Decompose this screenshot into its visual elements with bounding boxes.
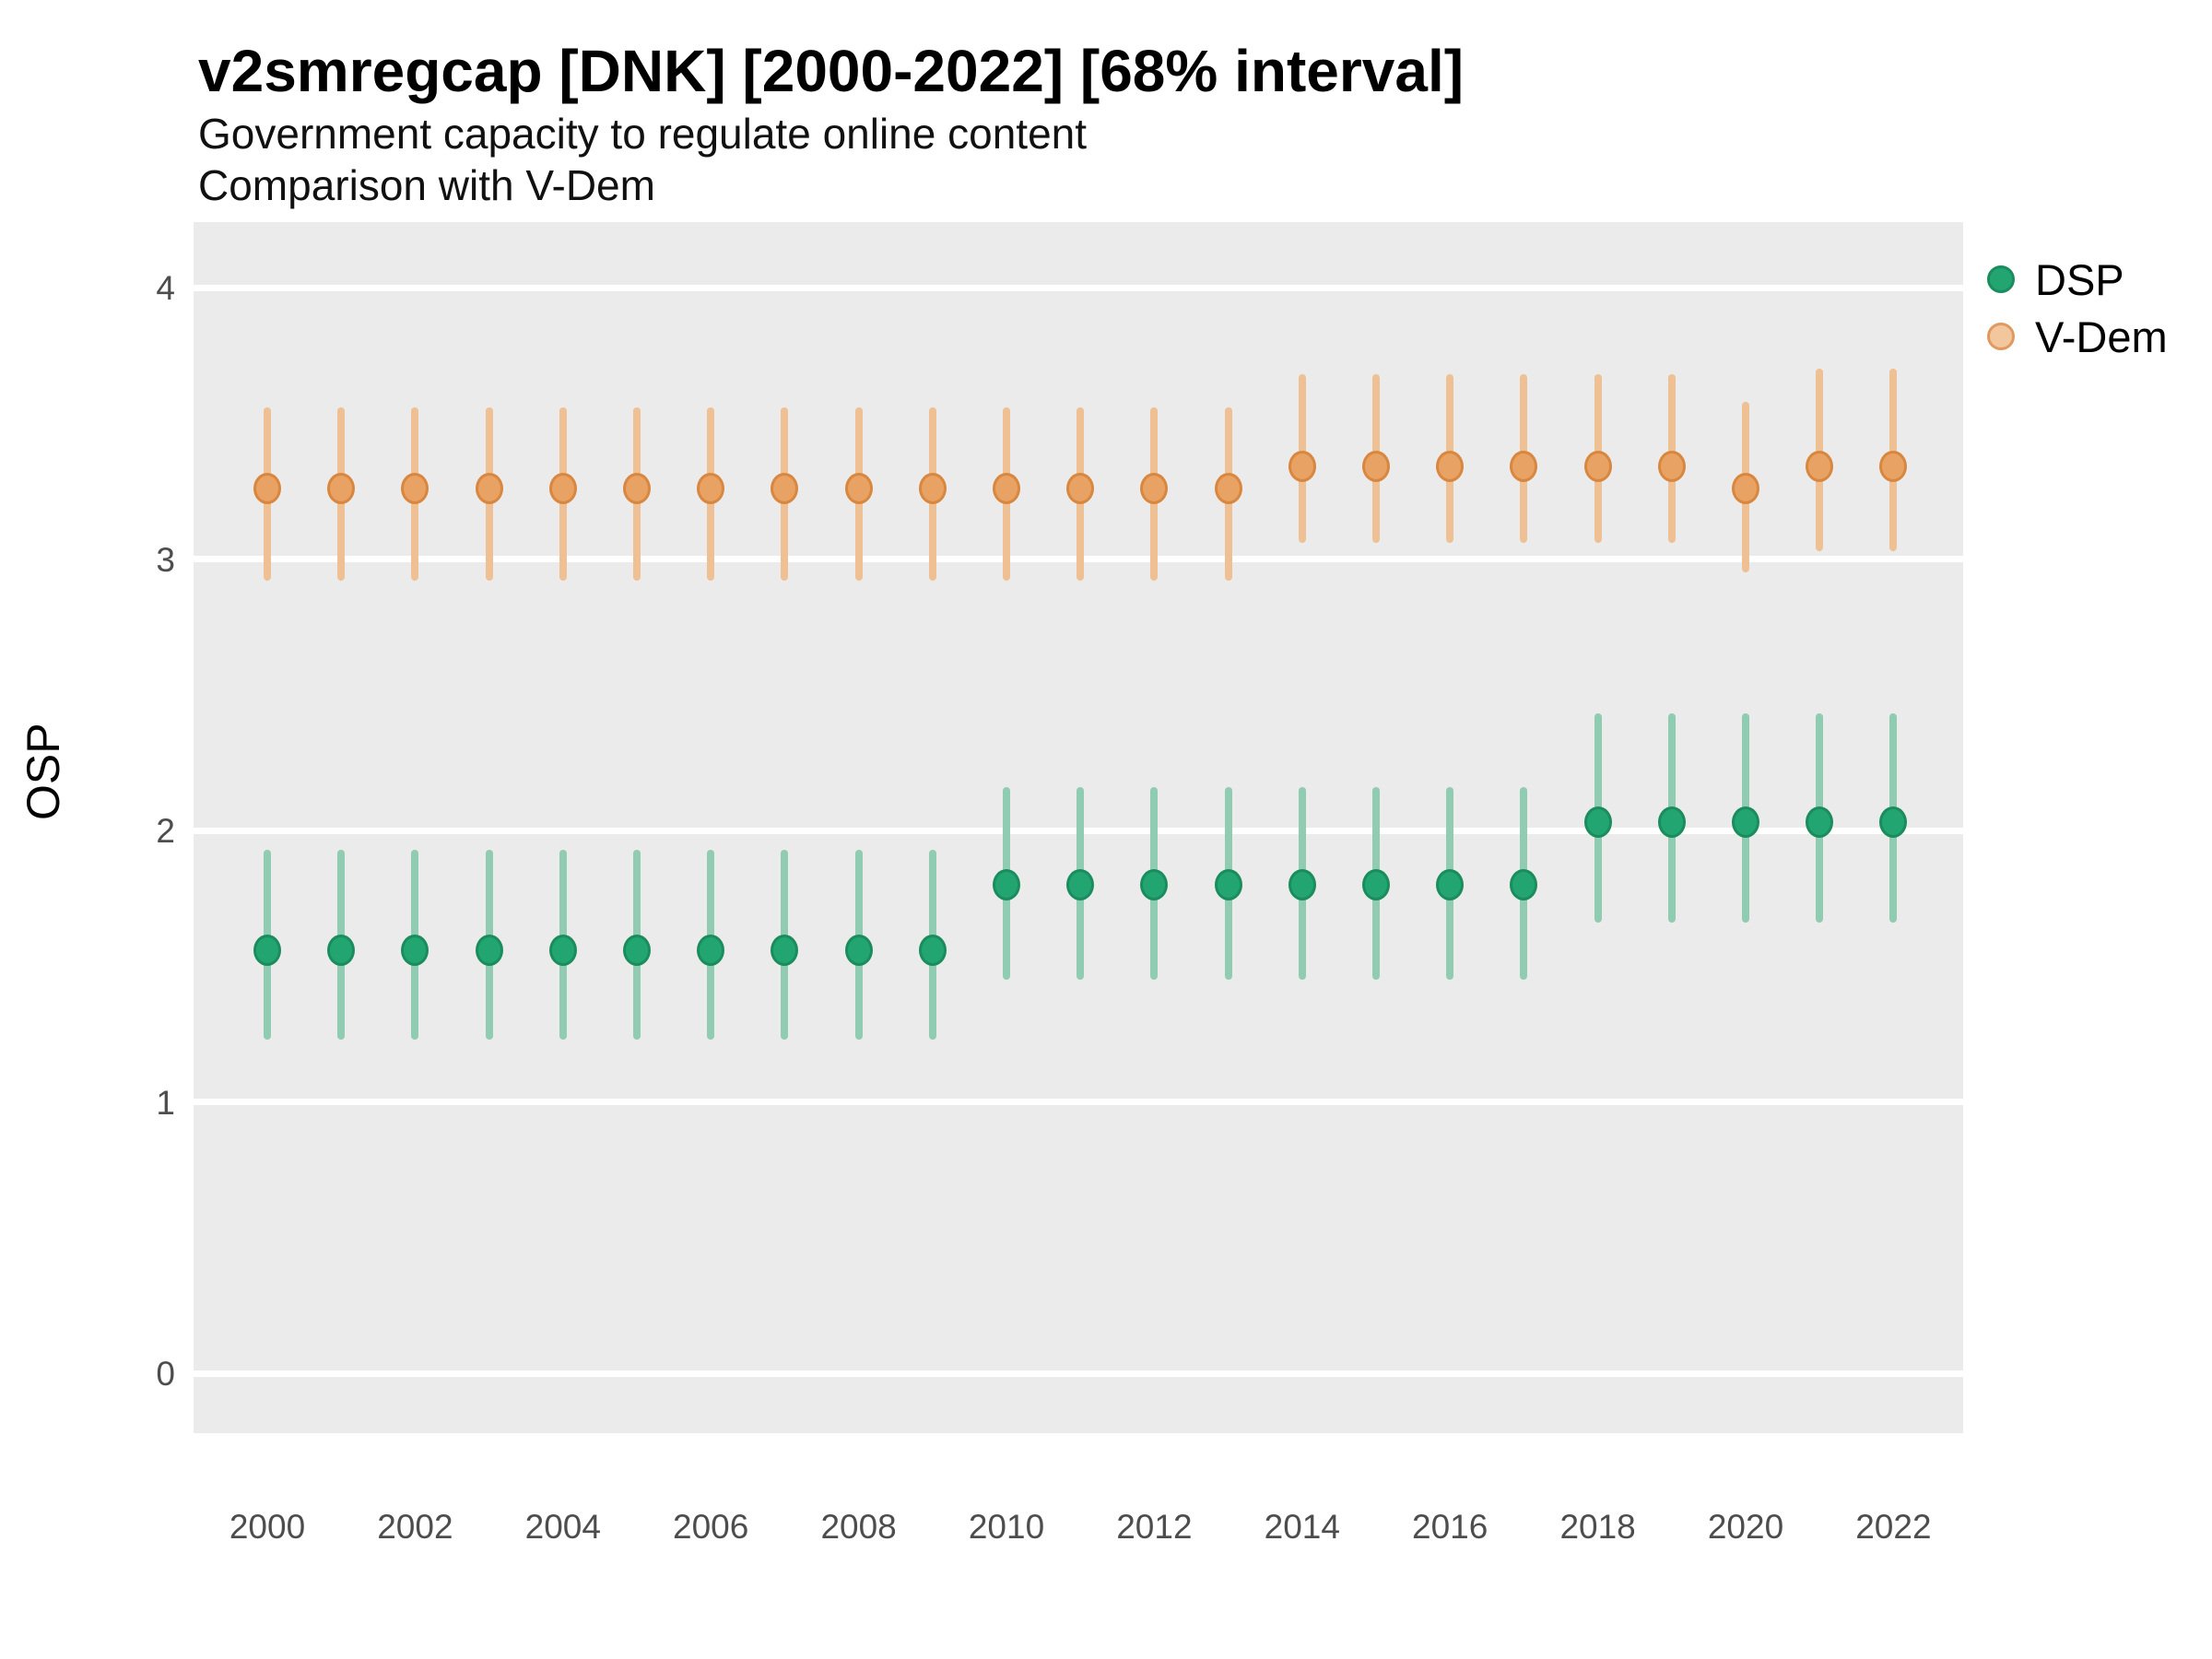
dsp-point-2020 xyxy=(1732,806,1759,839)
legend: DSP V-Dem xyxy=(1987,251,2168,365)
v-dem-point-2004 xyxy=(548,472,577,504)
dsp-point-2004 xyxy=(548,934,577,966)
v-dem-point-2012 xyxy=(1140,472,1169,504)
v-dem-point-2013 xyxy=(1214,472,1242,504)
v-dem-point-2019 xyxy=(1657,451,1686,483)
v-dem-point-2007 xyxy=(771,472,799,504)
v-dem-point-2001 xyxy=(327,472,356,504)
dsp-point-2016 xyxy=(1436,868,1465,900)
legend-swatch-v-dem xyxy=(1987,323,2015,350)
v-dem-point-2008 xyxy=(844,472,873,504)
gridline-y-0 xyxy=(194,1370,1963,1377)
x-tick-label-2014: 2014 xyxy=(1264,1508,1340,1546)
legend-label-dsp: DSP xyxy=(2035,254,2124,304)
x-tick-label-2022: 2022 xyxy=(1855,1508,1932,1546)
v-dem-point-2022 xyxy=(1879,451,1908,483)
dsp-point-2022 xyxy=(1879,806,1908,839)
v-dem-point-2020 xyxy=(1732,472,1759,504)
legend-label-v-dem: V-Dem xyxy=(2035,312,2168,361)
x-tick-label-2020: 2020 xyxy=(1707,1508,1784,1546)
v-dem-point-2015 xyxy=(1362,451,1390,483)
legend-entry-v-dem: V-Dem xyxy=(1987,308,2168,365)
x-tick-label-2016: 2016 xyxy=(1412,1508,1488,1546)
chart-title: v2smregcap [DNK] [2000-2022] [68% interv… xyxy=(198,38,1465,104)
dsp-point-2008 xyxy=(844,934,873,966)
x-tick-label-2008: 2008 xyxy=(820,1508,897,1546)
v-dem-point-2011 xyxy=(1066,472,1095,504)
v-dem-point-2002 xyxy=(401,472,429,504)
v-dem-point-2014 xyxy=(1288,451,1316,483)
dsp-point-2010 xyxy=(993,868,1020,900)
dsp-point-2009 xyxy=(918,934,947,966)
y-tick-label-3: 3 xyxy=(156,540,175,579)
v-dem-point-2005 xyxy=(623,472,651,504)
dsp-point-2017 xyxy=(1510,868,1538,900)
v-dem-point-2017 xyxy=(1510,451,1538,483)
dsp-point-2003 xyxy=(475,934,503,966)
v-dem-point-2010 xyxy=(993,472,1020,504)
dsp-point-2001 xyxy=(327,934,356,966)
dsp-point-2021 xyxy=(1806,806,1834,839)
x-tick-label-2010: 2010 xyxy=(968,1508,1045,1546)
y-tick-label-1: 1 xyxy=(156,1083,175,1122)
gridline-y-1 xyxy=(194,1099,1963,1105)
dsp-point-2018 xyxy=(1583,806,1612,839)
y-tick-label-2: 2 xyxy=(156,812,175,850)
dsp-point-2014 xyxy=(1288,868,1316,900)
dsp-point-2006 xyxy=(697,934,725,966)
dsp-point-2015 xyxy=(1362,868,1390,900)
x-tick-label-2000: 2000 xyxy=(229,1508,306,1546)
x-tick-label-2012: 2012 xyxy=(1116,1508,1193,1546)
dsp-point-2002 xyxy=(401,934,429,966)
y-axis-title: OSP xyxy=(18,723,69,820)
dsp-point-2011 xyxy=(1066,868,1095,900)
x-tick-label-2018: 2018 xyxy=(1559,1508,1636,1546)
legend-entry-dsp: DSP xyxy=(1987,251,2168,308)
x-tick-label-2006: 2006 xyxy=(673,1508,749,1546)
v-dem-point-2009 xyxy=(918,472,947,504)
dsp-point-2019 xyxy=(1657,806,1686,839)
v-dem-point-2016 xyxy=(1436,451,1465,483)
v-dem-point-2000 xyxy=(253,472,281,504)
v-dem-point-2018 xyxy=(1583,451,1612,483)
gridline-y-4 xyxy=(194,284,1963,291)
dsp-point-2005 xyxy=(623,934,651,966)
y-tick-label-4: 4 xyxy=(156,269,175,307)
plot-panel xyxy=(194,222,1963,1433)
dsp-point-2000 xyxy=(253,934,281,966)
y-tick-label-0: 0 xyxy=(156,1355,175,1393)
x-tick-label-2002: 2002 xyxy=(377,1508,453,1546)
dsp-point-2013 xyxy=(1214,868,1242,900)
v-dem-point-2003 xyxy=(475,472,503,504)
legend-swatch-dsp xyxy=(1987,265,2015,293)
dsp-point-2012 xyxy=(1140,868,1169,900)
dsp-point-2007 xyxy=(771,934,799,966)
chart-subtitle-line1: Government capacity to regulate online c… xyxy=(198,110,1088,158)
v-dem-point-2006 xyxy=(697,472,725,504)
v-dem-point-2021 xyxy=(1806,451,1834,483)
chart-subtitle-line2: Comparison with V-Dem xyxy=(198,161,655,209)
x-tick-label-2004: 2004 xyxy=(524,1508,601,1546)
